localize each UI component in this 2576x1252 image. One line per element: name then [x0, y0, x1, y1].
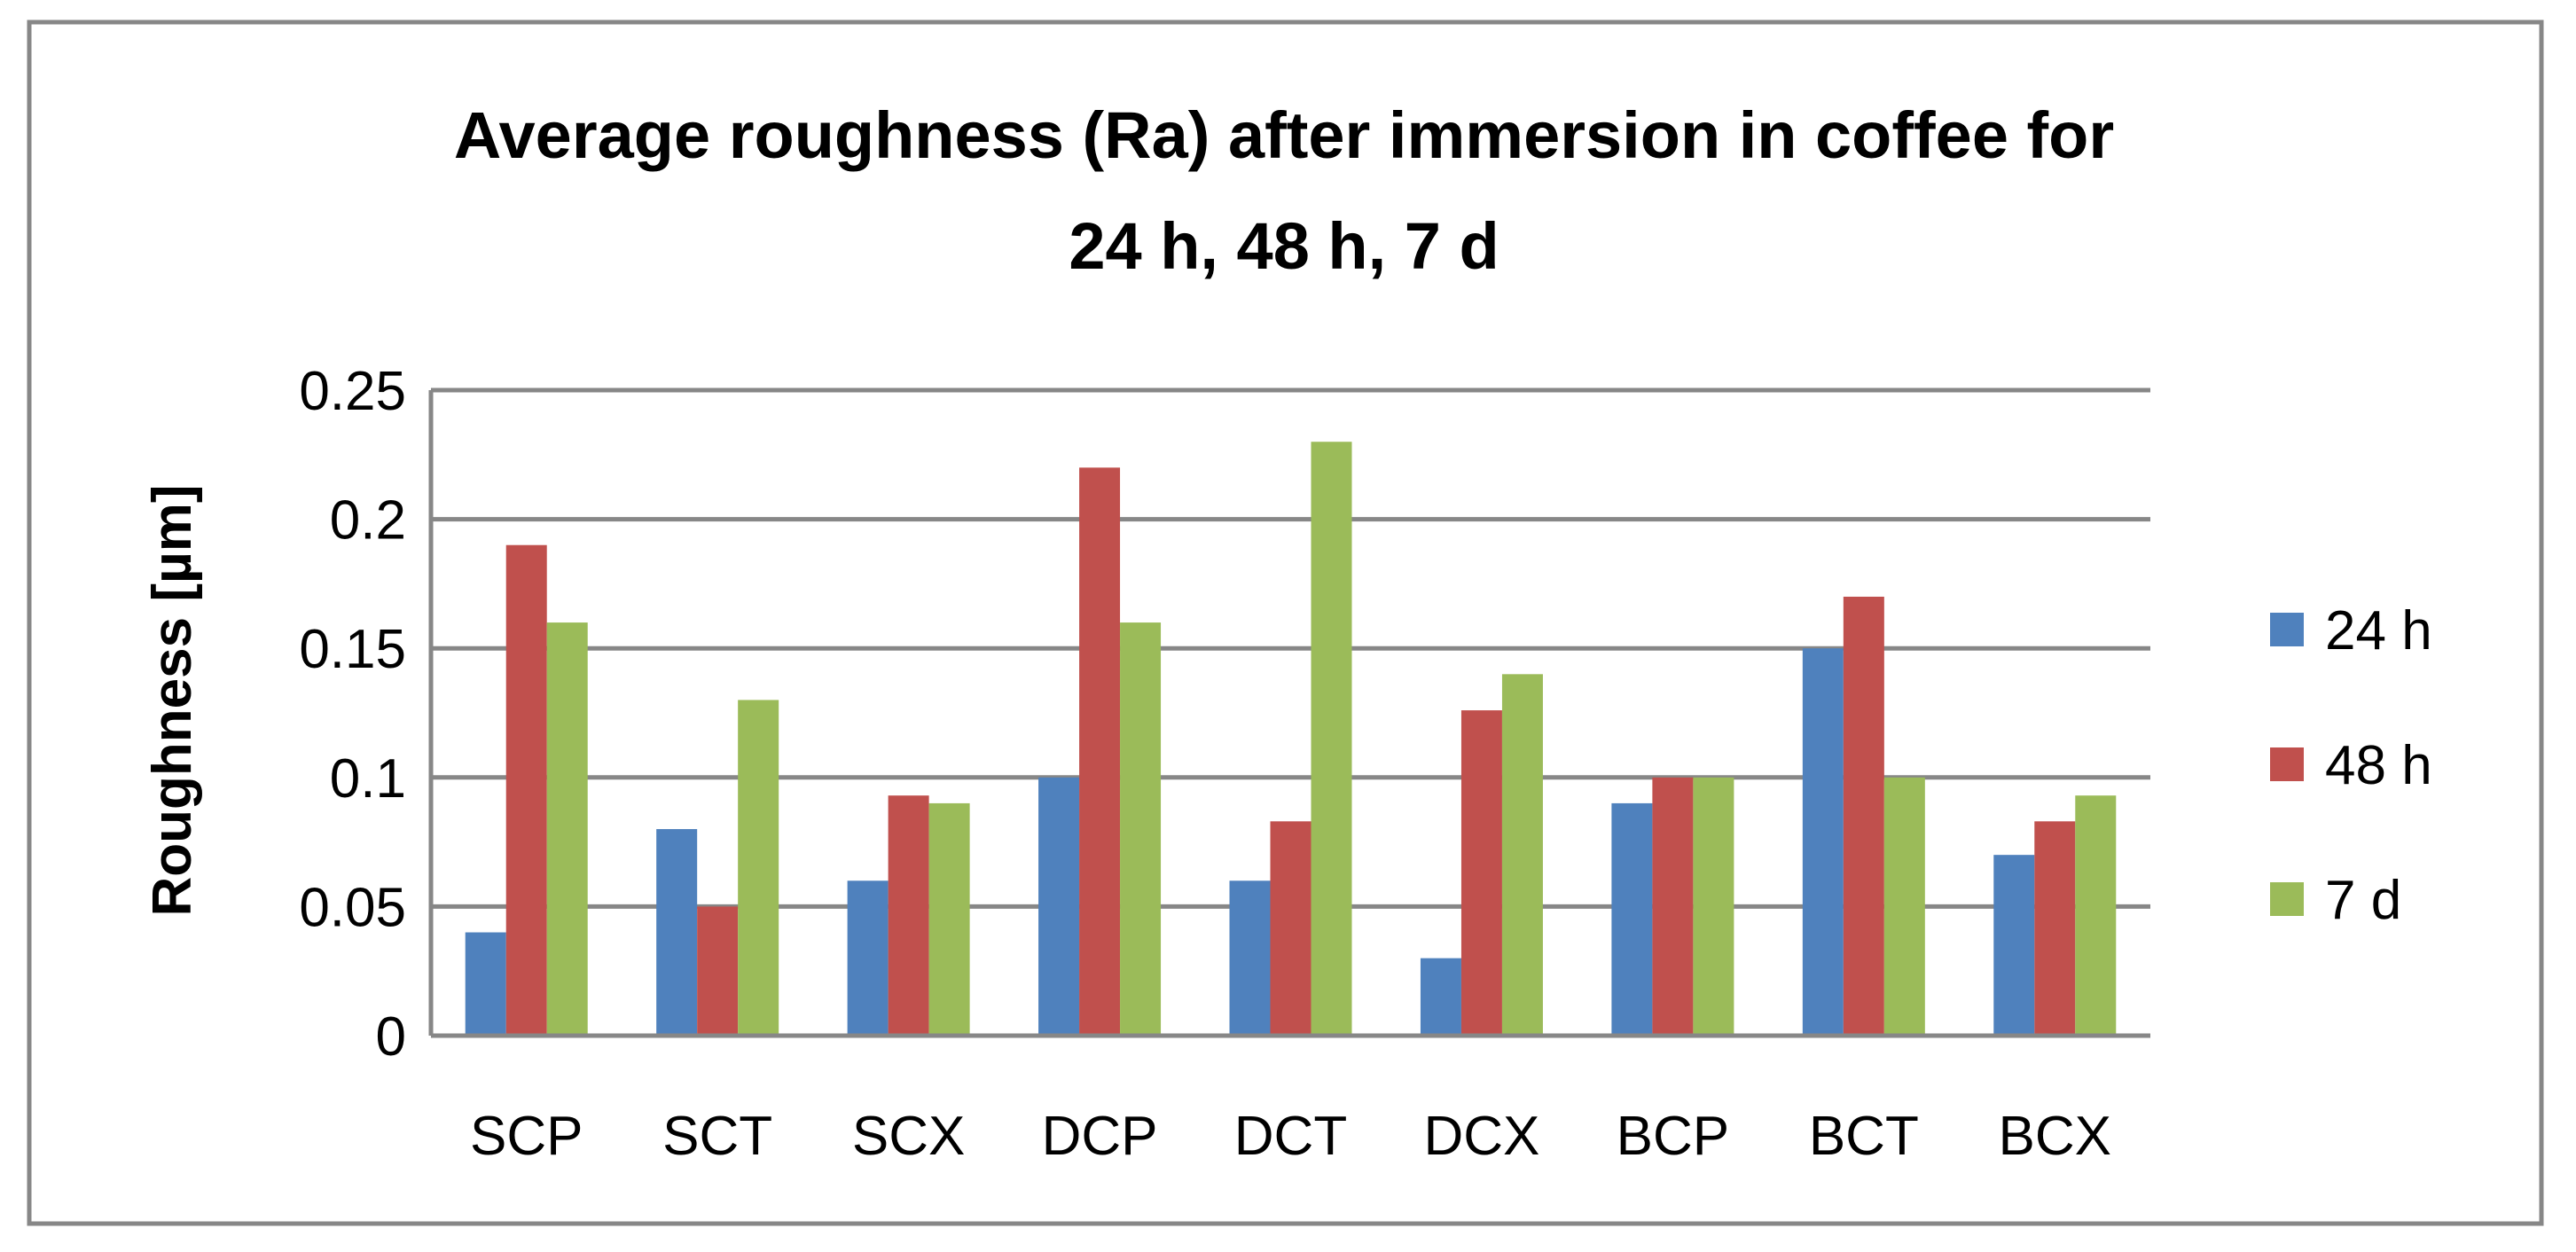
y-tick-label: 0.25 [299, 361, 406, 422]
x-tick-label: BCP [1617, 1106, 1729, 1167]
bar-7d-BCP [1693, 777, 1734, 1036]
bar-24h-BCX [1993, 855, 2035, 1036]
legend-label: 48 h [2325, 735, 2432, 796]
bar-24h-DCT [1229, 880, 1271, 1036]
bar-48h-DCP [1079, 467, 1121, 1036]
bar-48h-SCT [697, 906, 739, 1036]
bar-7d-SCP [546, 622, 588, 1036]
bar-7d-DCP [1120, 622, 1162, 1036]
legend: 24 h 48 h 7 d [2270, 600, 2432, 931]
bar-24h-BCT [1802, 648, 1844, 1036]
bar-24h-DCX [1420, 958, 1461, 1036]
y-tick-label: 0.05 [299, 877, 406, 938]
legend-label: 7 d [2325, 870, 2401, 931]
y-axis-label: Roughness [µm] [142, 485, 203, 917]
bar-7d-DCT [1311, 442, 1352, 1036]
legend-swatch-7d [2270, 882, 2304, 916]
bar-24h-BCP [1611, 802, 1653, 1036]
x-tick-label: SCP [470, 1106, 583, 1167]
bar-48h-DCX [1460, 710, 1502, 1036]
y-tick-label: 0.15 [299, 619, 406, 680]
chart-title-line-1: Average roughness (Ra) after immersion i… [454, 98, 2114, 172]
y-tick-labels: 0 0.05 0.1 0.15 0.2 0.25 [299, 361, 406, 1068]
bar-48h-SCP [505, 544, 547, 1036]
x-tick-label: SCX [852, 1106, 965, 1167]
bar-7d-BCX [2075, 795, 2117, 1036]
x-tick-labels: SCP SCT SCX DCP DCT DCX BCP BCT BCX [470, 1106, 2111, 1167]
bar-48h-BCX [2034, 821, 2076, 1036]
x-tick-label: BCX [1999, 1106, 2111, 1167]
bar-48h-BCT [1843, 596, 1884, 1036]
y-tick-label: 0.2 [330, 490, 406, 552]
x-tick-label: SCT [662, 1106, 772, 1167]
bar-48h-DCT [1270, 821, 1311, 1036]
legend-swatch-48h [2270, 747, 2304, 781]
bar-48h-BCP [1652, 777, 1694, 1036]
y-tick-label: 0 [376, 1006, 406, 1068]
bar-24h-SCP [465, 932, 506, 1036]
bar-7d-SCX [928, 802, 970, 1036]
x-tick-label: BCT [1809, 1106, 1919, 1167]
legend-label: 24 h [2325, 600, 2432, 661]
bar-24h-SCX [847, 880, 889, 1036]
bar-48h-SCX [888, 795, 929, 1036]
bar-7d-SCT [738, 700, 779, 1036]
bar-24h-DCP [1038, 777, 1080, 1036]
bar-7d-DCX [1501, 674, 1543, 1036]
legend-swatch-24h [2270, 613, 2304, 646]
x-tick-label: DCX [1423, 1106, 1539, 1167]
bars [431, 442, 2150, 1038]
y-tick-label: 0.1 [330, 748, 406, 810]
bar-24h-SCT [656, 829, 698, 1036]
bar-7d-BCT [1883, 777, 1925, 1036]
x-tick-label: DCT [1234, 1106, 1347, 1167]
x-tick-label: DCP [1042, 1106, 1158, 1167]
chart-title-line-2: 24 h, 48 h, 7 d [1069, 209, 1499, 283]
